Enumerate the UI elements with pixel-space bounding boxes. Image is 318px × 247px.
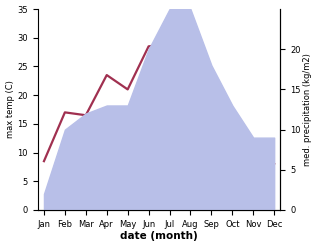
- X-axis label: date (month): date (month): [120, 231, 198, 242]
- Y-axis label: max temp (C): max temp (C): [5, 81, 15, 138]
- Y-axis label: med. precipitation (kg/m2): med. precipitation (kg/m2): [303, 53, 313, 166]
